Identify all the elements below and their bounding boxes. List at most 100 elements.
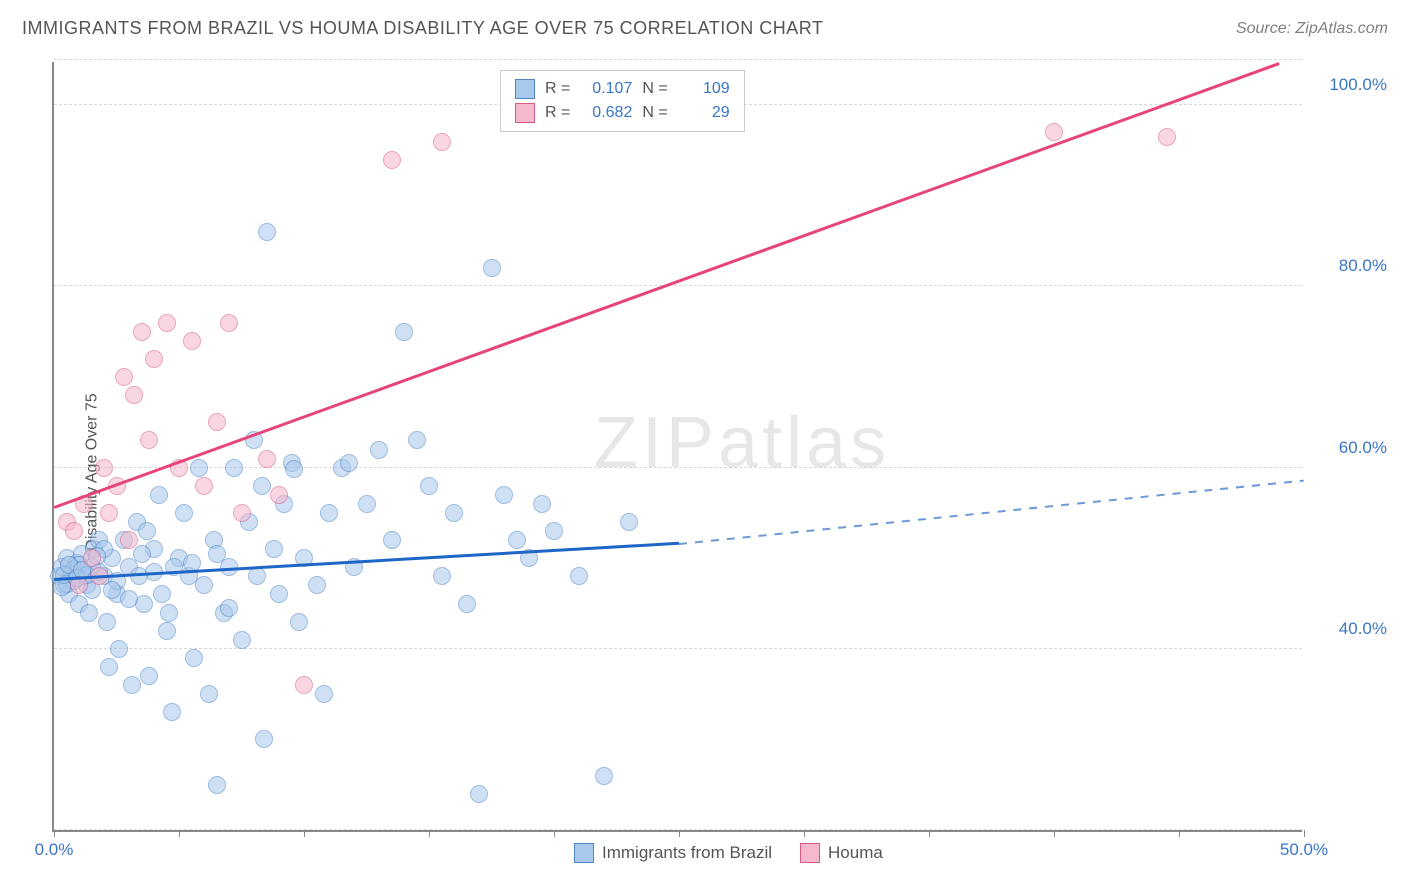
x-tick [1179, 830, 1180, 837]
scatter-point-brazil [383, 531, 401, 549]
scatter-point-brazil [620, 513, 638, 531]
scatter-point-brazil [120, 590, 138, 608]
scatter-point-brazil [98, 613, 116, 631]
scatter-point-brazil [100, 658, 118, 676]
scatter-point-brazil [253, 477, 271, 495]
scatter-point-brazil [320, 504, 338, 522]
scatter-point-houma [270, 486, 288, 504]
scatter-point-brazil [248, 567, 266, 585]
y-tick-label: 100.0% [1329, 75, 1387, 95]
scatter-point-brazil [258, 223, 276, 241]
scatter-point-houma [208, 413, 226, 431]
scatter-point-brazil [408, 431, 426, 449]
x-tick [304, 830, 305, 837]
scatter-point-brazil [470, 785, 488, 803]
y-tick-label: 40.0% [1339, 619, 1387, 639]
scatter-point-brazil [150, 486, 168, 504]
scatter-point-brazil [160, 604, 178, 622]
scatter-point-brazil [208, 776, 226, 794]
scatter-point-brazil [103, 581, 121, 599]
legend-n-label: N = [642, 77, 667, 101]
legend-n-label: N = [642, 101, 667, 125]
scatter-point-brazil [110, 640, 128, 658]
scatter-point-brazil [458, 595, 476, 613]
scatter-point-houma [383, 151, 401, 169]
scatter-point-houma [145, 350, 163, 368]
y-tick-label: 80.0% [1339, 256, 1387, 276]
chart-title: IMMIGRANTS FROM BRAZIL VS HOUMA DISABILI… [22, 18, 823, 39]
gridline [54, 829, 1302, 830]
scatter-point-brazil [195, 576, 213, 594]
legend-swatch [574, 843, 594, 863]
plot-region: 40.0%60.0%80.0%100.0%0.0%50.0%ZIPatlasR … [52, 62, 1302, 832]
scatter-point-brazil [420, 477, 438, 495]
scatter-point-houma [1045, 123, 1063, 141]
scatter-point-houma [115, 368, 133, 386]
scatter-point-houma [65, 522, 83, 540]
chart-source: Source: ZipAtlas.com [1236, 20, 1388, 38]
legend-swatch [515, 103, 535, 123]
scatter-point-houma [258, 450, 276, 468]
scatter-point-brazil [158, 622, 176, 640]
scatter-point-brazil [123, 676, 141, 694]
scatter-point-houma [158, 314, 176, 332]
x-tick [179, 830, 180, 837]
scatter-point-houma [1158, 128, 1176, 146]
scatter-point-houma [140, 431, 158, 449]
legend-series-label: Houma [828, 843, 883, 863]
x-tick [554, 830, 555, 837]
scatter-point-brazil [265, 540, 283, 558]
scatter-point-brazil [315, 685, 333, 703]
x-tick [429, 830, 430, 837]
scatter-point-brazil [533, 495, 551, 513]
x-tick [54, 830, 55, 837]
scatter-point-brazil [358, 495, 376, 513]
scatter-point-brazil [270, 585, 288, 603]
scatter-point-houma [100, 504, 118, 522]
scatter-point-houma [220, 314, 238, 332]
scatter-point-brazil [153, 585, 171, 603]
scatter-point-brazil [433, 567, 451, 585]
scatter-point-brazil [185, 649, 203, 667]
trend-line [679, 479, 1304, 544]
scatter-point-brazil [445, 504, 463, 522]
x-tick [679, 830, 680, 837]
legend-swatch [800, 843, 820, 863]
chart-header: IMMIGRANTS FROM BRAZIL VS HOUMA DISABILI… [0, 0, 1406, 47]
scatter-point-brazil [175, 504, 193, 522]
legend-r-label: R = [545, 77, 570, 101]
legend-item: Immigrants from Brazil [574, 843, 772, 863]
y-tick-label: 60.0% [1339, 438, 1387, 458]
scatter-point-houma [125, 386, 143, 404]
series-legend: Immigrants from Brazil Houma [574, 843, 883, 863]
scatter-point-brazil [200, 685, 218, 703]
x-tick [929, 830, 930, 837]
legend-r-value: 0.107 [580, 77, 632, 101]
scatter-point-brazil [208, 545, 226, 563]
correlation-legend: R =0.107N =109R =0.682N =29 [500, 70, 745, 132]
scatter-point-brazil [220, 599, 238, 617]
scatter-point-brazil [495, 486, 513, 504]
scatter-point-brazil [340, 454, 358, 472]
scatter-point-brazil [308, 576, 326, 594]
scatter-point-brazil [163, 703, 181, 721]
scatter-point-brazil [570, 567, 588, 585]
scatter-point-brazil [133, 545, 151, 563]
scatter-point-houma [433, 133, 451, 151]
scatter-point-brazil [225, 459, 243, 477]
legend-series-label: Immigrants from Brazil [602, 843, 772, 863]
scatter-point-brazil [545, 522, 563, 540]
scatter-point-brazil [395, 323, 413, 341]
watermark: ZIPatlas [594, 402, 890, 484]
legend-n-value: 29 [678, 101, 730, 125]
scatter-point-brazil [255, 730, 273, 748]
chart-area: Disability Age Over 75 40.0%60.0%80.0%10… [0, 52, 1406, 892]
scatter-point-houma [183, 332, 201, 350]
scatter-point-brazil [370, 441, 388, 459]
x-tick [1304, 830, 1305, 837]
x-tick-label: 0.0% [35, 840, 74, 860]
legend-r-value: 0.682 [580, 101, 632, 125]
scatter-point-houma [195, 477, 213, 495]
scatter-point-brazil [80, 604, 98, 622]
scatter-point-brazil [595, 767, 613, 785]
